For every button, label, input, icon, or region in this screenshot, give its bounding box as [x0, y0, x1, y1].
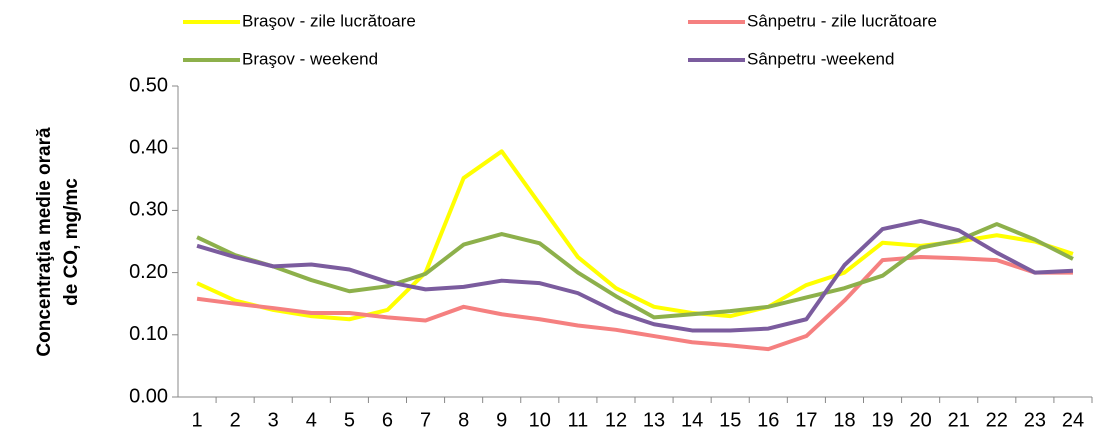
legend-label: Sânpetru -weekend: [747, 49, 894, 68]
series-line: [196, 222, 1074, 320]
x-tick-label: 15: [719, 409, 741, 431]
x-tick-label: 2: [230, 409, 241, 431]
x-tick-label: 23: [1024, 409, 1046, 431]
y-tick-label: 0.20: [129, 261, 168, 283]
x-tick-label: 17: [795, 409, 817, 431]
legend-label: Braşov - zile lucrătoare: [242, 11, 416, 30]
x-tick-label: 4: [306, 409, 317, 431]
x-tick-label: 7: [420, 409, 431, 431]
series-line: [196, 255, 1073, 352]
x-tick-label: 8: [458, 409, 469, 431]
x-tick-label: 18: [833, 409, 855, 431]
series-line: [196, 218, 1074, 333]
series-line: [196, 149, 1074, 322]
y-tick-label: 0.40: [129, 136, 168, 158]
y-axis-title: de CO, mg/mc: [61, 178, 82, 306]
x-tick-label: 22: [986, 409, 1008, 431]
y-tick-label: 0.50: [129, 74, 168, 96]
x-tick-label: 6: [382, 409, 393, 431]
x-tick-label: 20: [910, 409, 932, 431]
x-tick-label: 21: [948, 409, 970, 431]
x-tick-label: 11: [567, 409, 588, 431]
legend-label: Sânpetru - zile lucrătoare: [747, 11, 937, 30]
y-tick-label: 0.00: [129, 385, 168, 407]
y-axis-title: Concentraţia medie orară: [34, 127, 55, 357]
x-tick-label: 14: [681, 409, 703, 431]
legend-label: Braşov - weekend: [242, 49, 378, 68]
x-tick-label: 3: [268, 409, 279, 431]
x-tick-label: 9: [496, 409, 507, 431]
x-tick-label: 19: [871, 409, 893, 431]
x-tick-label: 24: [1062, 409, 1084, 431]
x-tick-label: 1: [191, 409, 202, 431]
y-tick-label: 0.30: [129, 199, 168, 221]
x-tick-label: 10: [529, 409, 551, 431]
y-tick-label: 0.10: [129, 323, 168, 345]
x-tick-label: 13: [643, 409, 665, 431]
x-tick-label: 5: [344, 409, 355, 431]
x-tick-label: 12: [605, 409, 627, 431]
x-tick-label: 16: [757, 409, 779, 431]
